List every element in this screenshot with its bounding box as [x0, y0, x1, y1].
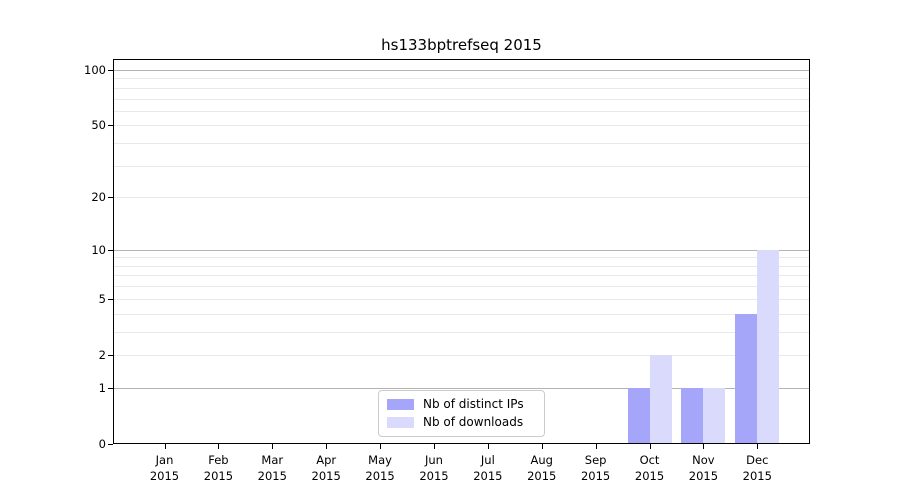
gridline-minor: [114, 257, 809, 259]
legend-entry-distinct-ips: Nb of distinct IPs: [387, 397, 536, 412]
bar-distinct-ips-nov: [681, 387, 704, 443]
x-axis-tick: [757, 444, 759, 449]
x-axis-tick: [649, 444, 651, 449]
gridline-minor: [114, 98, 809, 100]
y-axis-tick: [108, 197, 113, 199]
y-axis-tick-label: 10: [91, 242, 106, 257]
bar-downloads-oct: [649, 354, 672, 443]
y-axis-tick-label: 0: [98, 437, 106, 451]
gridline-minor: [114, 78, 809, 80]
y-axis-tick-label: 100: [84, 63, 106, 77]
x-axis-tick: [541, 444, 543, 449]
gridline-minor: [114, 143, 809, 145]
legend-entry-downloads: Nb of downloads: [387, 415, 536, 430]
gridline-minor: [114, 87, 809, 89]
x-axis-tick-label: Aug 2015: [527, 453, 557, 483]
gridline-minor: [114, 125, 809, 127]
y-axis-tick: [108, 249, 113, 251]
bar-distinct-ips-oct: [627, 387, 650, 443]
y-axis-tick: [108, 354, 113, 356]
legend-swatch-downloads: [387, 417, 414, 428]
x-axis-tick-label: Jan 2015: [149, 453, 180, 483]
legend-label-downloads: Nb of downloads: [423, 415, 524, 429]
x-axis-tick: [272, 444, 274, 449]
x-axis-tick-label: Nov 2015: [688, 453, 719, 483]
gridline-minor: [114, 313, 809, 315]
x-axis-tick-label: Feb 2015: [203, 453, 234, 483]
gridline-minor: [114, 165, 809, 167]
x-axis-tick-label: Dec 2015: [742, 453, 772, 483]
x-axis-tick: [326, 444, 328, 449]
gridline-minor: [114, 265, 809, 267]
chart-title: hs133bptrefseq 2015: [381, 36, 542, 54]
y-axis-tick-label: 5: [98, 291, 106, 306]
gridline-minor: [114, 286, 809, 288]
x-axis-tick: [703, 444, 705, 449]
legend: Nb of distinct IPs Nb of downloads: [378, 390, 545, 437]
y-axis-tick: [108, 387, 113, 389]
gridline-minor: [114, 331, 809, 333]
x-axis-tick-label: Sep 2015: [580, 453, 611, 483]
x-axis-tick-label: Jun 2015: [419, 453, 449, 483]
gridline-minor: [114, 197, 809, 199]
legend-swatch-distinct-ips: [387, 399, 414, 410]
y-axis-tick-label: 1: [98, 380, 106, 395]
y-axis-tick: [108, 70, 113, 71]
x-axis-tick-label: Jul 2015: [473, 453, 503, 483]
plot-area: [113, 59, 810, 444]
gridline-major: [114, 387, 809, 389]
gridline-minor: [114, 110, 809, 112]
x-axis-tick: [164, 444, 166, 449]
bar-downloads-dec: [757, 249, 780, 443]
y-axis-tick: [108, 444, 113, 445]
legend-label-distinct-ips: Nb of distinct IPs: [423, 397, 524, 411]
x-axis-tick-label: Mar 2015: [257, 453, 287, 483]
y-axis-tick: [108, 125, 113, 127]
bar-distinct-ips-dec: [735, 313, 758, 443]
x-axis-tick: [218, 444, 220, 449]
x-axis-tick-label: May 2015: [365, 453, 395, 483]
y-axis-tick-label: 50: [91, 118, 106, 133]
x-axis-tick-label: Apr 2015: [311, 453, 341, 483]
y-axis-tick-label: 20: [91, 190, 106, 205]
x-axis-tick: [380, 444, 382, 449]
bar-downloads-nov: [703, 387, 726, 443]
y-axis-tick-label: 2: [98, 347, 106, 362]
y-axis-tick: [108, 298, 113, 300]
gridline-minor: [114, 275, 809, 277]
x-axis-tick-label: Oct 2015: [634, 453, 665, 483]
gridline-major: [114, 249, 809, 251]
gridline-minor: [114, 354, 809, 356]
x-axis-tick: [595, 444, 597, 449]
gridline-major: [114, 70, 809, 71]
x-axis-tick: [487, 444, 489, 449]
gridline-minor: [114, 298, 809, 300]
x-axis-tick: [433, 444, 435, 449]
